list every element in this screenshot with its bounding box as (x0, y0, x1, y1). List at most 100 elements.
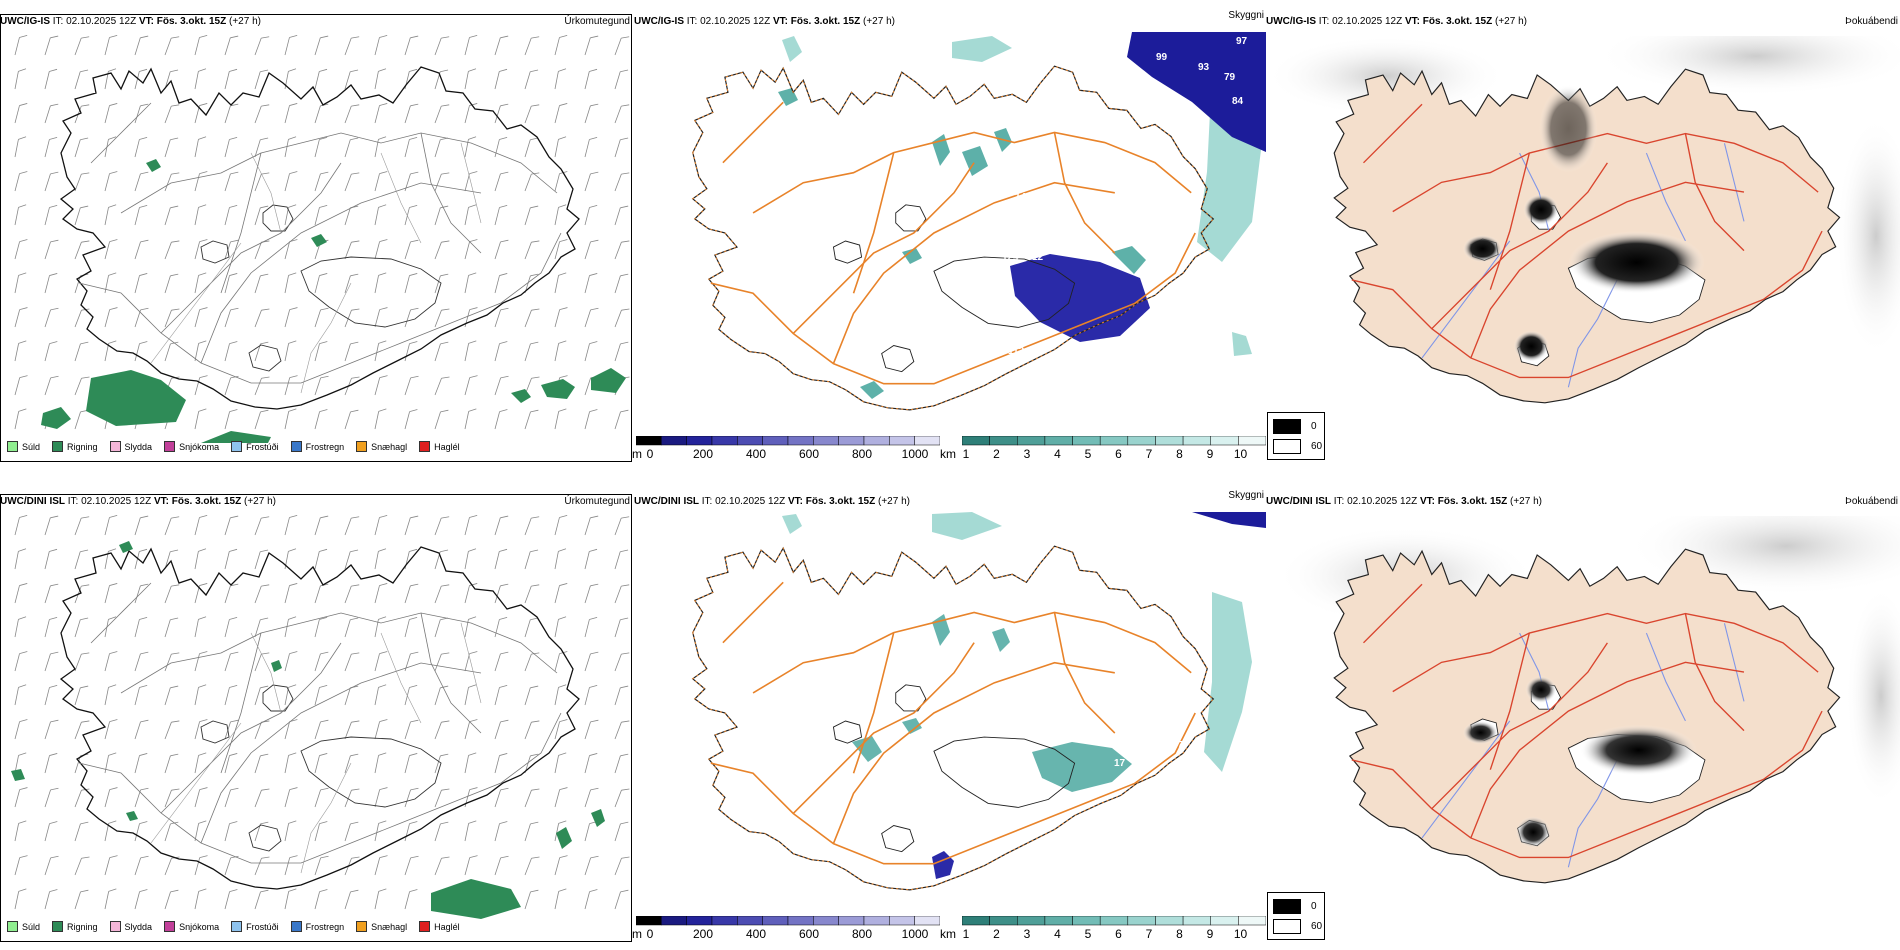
colorbar-swatch (661, 436, 687, 446)
wind-barb (524, 36, 540, 56)
wind-barb (194, 239, 208, 260)
wind-barb (344, 69, 359, 90)
wind-barb (434, 720, 450, 740)
wind-barb (524, 205, 539, 226)
wind-barb (314, 616, 328, 638)
fog-map (1266, 36, 1900, 436)
wind-barb (14, 68, 27, 90)
wind-barb (614, 172, 630, 192)
wind-barb (464, 35, 478, 56)
visibility-colorbar-m: m 0 200 400 600 800 1000 (632, 916, 940, 942)
colorbar-swatch (1044, 436, 1073, 446)
wind-barb (194, 820, 207, 842)
wind-barb (614, 205, 629, 226)
wind-barb (164, 889, 179, 910)
wind-barb (194, 616, 207, 638)
fog-map (1266, 516, 1900, 916)
wind-barb (44, 239, 59, 260)
wind-barb (14, 719, 28, 740)
wind-barb (134, 685, 148, 706)
colorbar-swatch (661, 916, 687, 926)
fog-black-areas (1463, 84, 1705, 362)
wind-barb (224, 616, 238, 638)
wind-barb (284, 888, 297, 910)
precip-legend-swatch (290, 921, 302, 932)
precip-legend-item: Frostregn (290, 441, 344, 452)
init-time: IT: 02.10.2025 12Z (1318, 16, 1403, 27)
wind-barb (164, 205, 179, 226)
colorbar-swatch (711, 436, 738, 446)
precip-legend-swatch (52, 921, 64, 932)
wind-barb (164, 617, 179, 638)
precip-legend-item: Súld (7, 921, 40, 932)
colorbar-tick-label: 7 (1145, 447, 1153, 461)
wind-barb (614, 104, 630, 124)
colorbar-m-swatches (636, 436, 940, 446)
colorbar-m-unit: m (632, 447, 642, 461)
wind-barb (434, 341, 449, 362)
valid-time: VT: Fös. 3.okt. 15Z (772, 16, 861, 27)
wind-barb (74, 69, 89, 90)
wind-barb (284, 583, 298, 604)
precip-legend-label: Haglél (434, 921, 460, 932)
wind-barb (104, 787, 118, 808)
road (200, 182, 482, 364)
wind-barb (134, 583, 149, 604)
colorbar-swatch (838, 916, 865, 926)
wind-barb (104, 651, 118, 672)
wind-barb (224, 103, 239, 124)
wind-barb (494, 103, 509, 124)
wind-barb (134, 273, 148, 294)
wind-barb (584, 341, 598, 362)
wind-barb (464, 340, 477, 362)
wind-barb (524, 516, 540, 536)
wind-barb (314, 409, 328, 430)
colorbar-tick-label: 6 (1115, 447, 1122, 461)
wind-barb (224, 307, 239, 328)
wind-barbs-layer (14, 515, 630, 910)
wind-barbs-layer (14, 35, 630, 430)
wind-barb (44, 548, 58, 570)
wind-barb (584, 205, 598, 226)
iceland-outline-roads (691, 65, 1215, 411)
precip-legend-item: Frostúði (231, 921, 279, 932)
init-time: IT: 02.10.2025 12Z (67, 496, 152, 507)
wind-barb (134, 307, 149, 328)
wind-barb (284, 204, 297, 226)
wind-barb (434, 652, 450, 672)
model-name: UWC/DINI ISL (0, 496, 65, 507)
visibility-value-label: 147 (1015, 192, 1032, 203)
wind-barb (584, 515, 599, 536)
wind-barb (614, 584, 630, 604)
precip-legend-swatch (419, 921, 431, 932)
wind-barb (314, 307, 329, 328)
wind-barb (284, 820, 297, 842)
panel-title: Úrkomutegund (564, 496, 630, 507)
wind-barb (494, 35, 509, 56)
colorbar-swatch (1072, 916, 1101, 926)
wind-barb (404, 409, 418, 430)
precip-legend-item: Snæhagl (356, 921, 407, 932)
wind-barb (434, 376, 450, 396)
wind-barb (584, 651, 599, 672)
wind-barb (254, 36, 270, 56)
road (1053, 132, 1116, 254)
wind-barb (404, 889, 418, 910)
colorbar-km-unit: km (940, 927, 956, 941)
wind-barb (254, 788, 270, 808)
wind-barb (164, 308, 180, 328)
wind-barb (584, 68, 598, 90)
fog-legend-low: 0 (1311, 421, 1317, 432)
wind-barb (434, 240, 450, 260)
precip-legend-swatch (231, 441, 243, 452)
wind-barb (554, 855, 568, 876)
coastline (691, 65, 1215, 411)
colorbar-tick-label: 800 (851, 927, 873, 941)
precip-legend-label: Snæhagl (371, 441, 408, 452)
wind-barb (104, 204, 117, 226)
river (1723, 143, 1745, 222)
wind-barb (164, 273, 179, 294)
colorbar-swatch (737, 916, 763, 926)
road (792, 642, 975, 815)
river (380, 152, 422, 244)
